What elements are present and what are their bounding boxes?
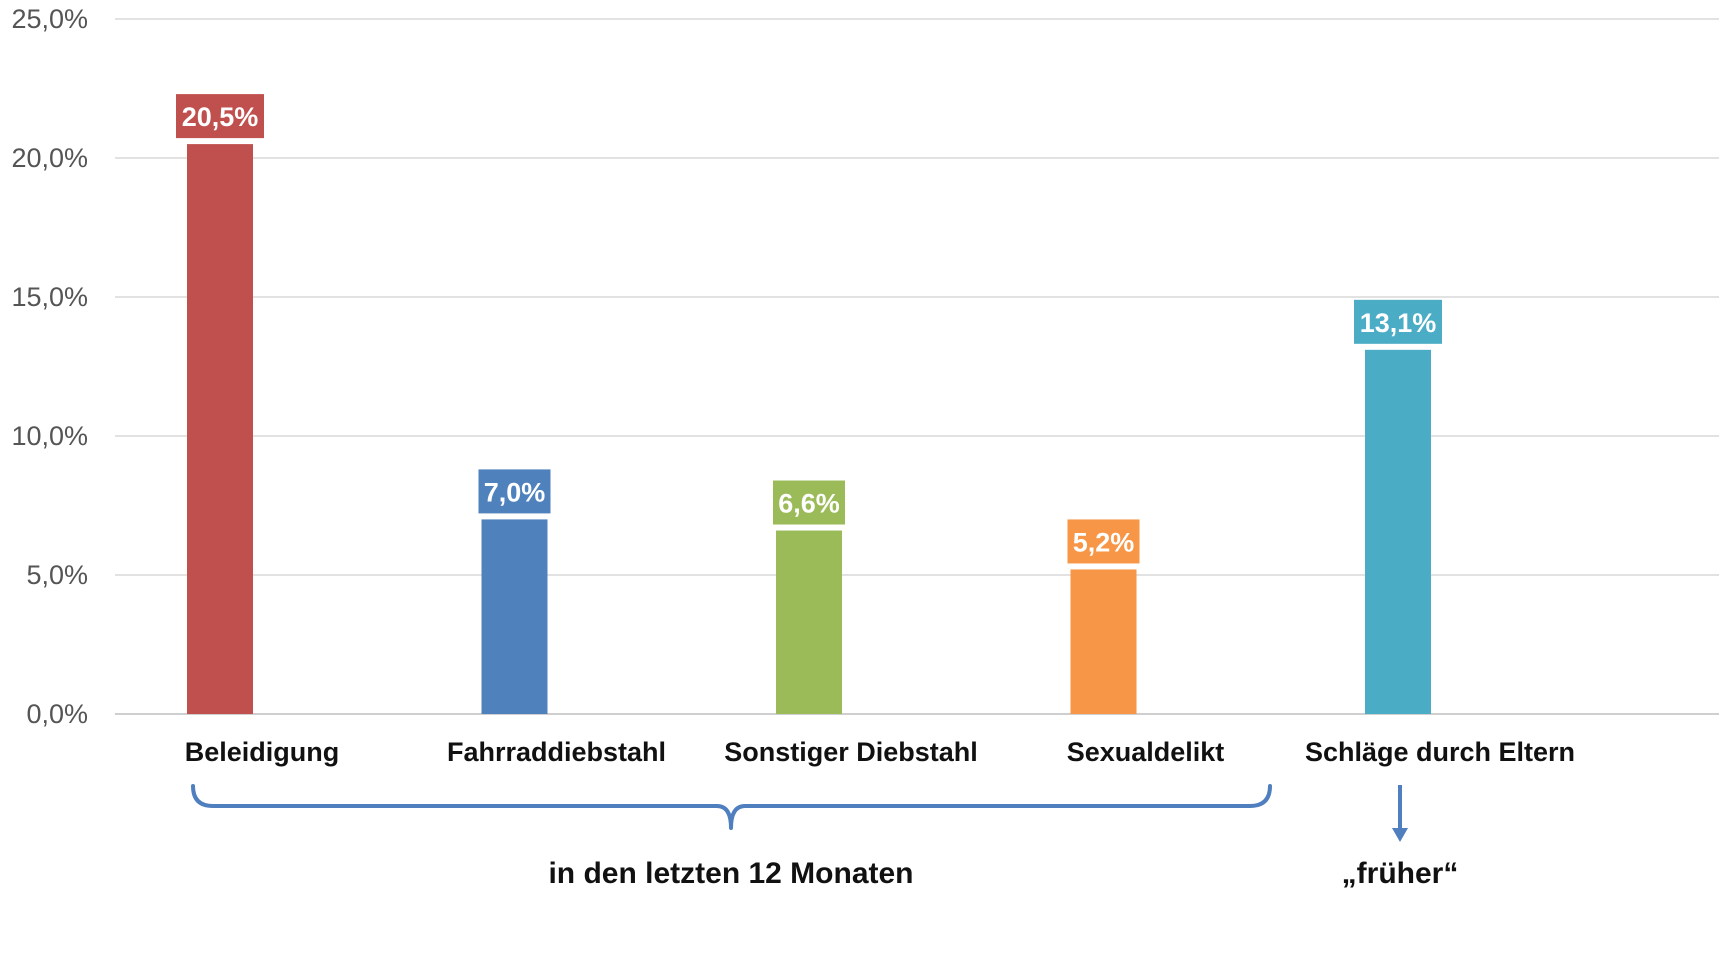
data-labels: 20,5% 7,0% 6,6% 5,2% 13,1% [176, 94, 1442, 564]
gridlines [115, 18, 1719, 715]
annotations: in den letzten 12 Monaten „früher“ [191, 784, 1459, 890]
y-tick-label: 10,0% [11, 421, 88, 451]
data-label: 5,2% [1073, 527, 1135, 557]
data-label-box [773, 480, 845, 525]
group-label-recent: in den letzten 12 Monaten [548, 857, 913, 890]
bar [1365, 349, 1431, 714]
data-label-box [1067, 519, 1140, 564]
bar [776, 530, 842, 714]
x-axis-category-labels: Beleidigung Fahrraddiebstahl Sonstiger Die… [185, 737, 1575, 767]
y-tick-label: 5,0% [26, 560, 88, 590]
y-tick-label: 20,0% [11, 143, 88, 173]
y-tick-label: 15,0% [11, 282, 88, 312]
x-tick-label: Sexualdelikt [1067, 737, 1225, 767]
y-axis-tick-labels: 0,0% 5,0% 10,0% 15,0% 20,0% 25,0% [11, 4, 88, 729]
bar [187, 144, 253, 715]
data-label: 7,0% [484, 477, 546, 507]
data-label-box [478, 469, 551, 514]
bar [481, 519, 548, 714]
arrow-down-icon [1392, 828, 1408, 842]
data-label: 13,1% [1360, 308, 1437, 338]
x-tick-label: Schläge durch Eltern [1305, 737, 1575, 767]
data-label: 20,5% [182, 102, 259, 132]
y-tick-label: 0,0% [26, 699, 88, 729]
bars [187, 144, 1431, 715]
bracket-annotation [191, 784, 1272, 830]
bar [1070, 569, 1137, 714]
y-tick-label: 25,0% [11, 4, 88, 34]
data-label: 6,6% [778, 489, 840, 519]
data-label-box [176, 94, 264, 139]
x-tick-label: Fahrraddiebstahl [447, 737, 666, 767]
x-tick-label: Sonstiger Diebstahl [724, 737, 978, 767]
x-tick-label: Beleidigung [185, 737, 340, 767]
group-label-earlier: „früher“ [1342, 857, 1459, 890]
data-label-box [1354, 299, 1442, 344]
